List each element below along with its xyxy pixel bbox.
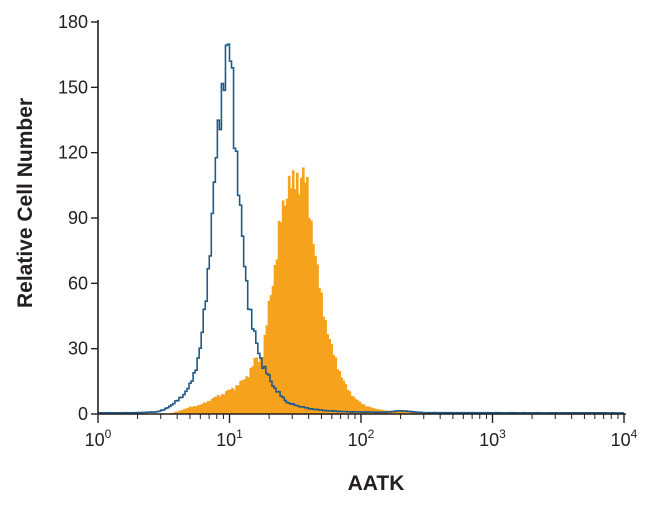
- x-tick-label: 101: [216, 427, 243, 450]
- y-tick-label: 150: [58, 77, 88, 97]
- filled-histogram-series: [98, 167, 625, 415]
- x-tick-label: 102: [348, 427, 375, 450]
- axes: 0 30 60 90 120 150 180 100 101 102 103 104: [58, 12, 638, 450]
- y-tick-label: 180: [58, 12, 88, 32]
- plot-series: [98, 43, 625, 415]
- x-tick-label: 104: [611, 427, 638, 450]
- x-tick-label: 103: [479, 427, 506, 450]
- outline-histogram-series: [98, 43, 624, 414]
- y-axis-title: Relative Cell Number: [14, 98, 37, 308]
- y-tick-label: 90: [68, 208, 88, 228]
- y-tick-label: 30: [68, 339, 88, 359]
- y-tick-label: 60: [68, 273, 88, 293]
- y-tick-label: 0: [78, 404, 88, 424]
- x-tick-label: 100: [85, 427, 112, 450]
- x-axis-title: AATK: [348, 472, 405, 495]
- y-tick-label: 120: [58, 143, 88, 163]
